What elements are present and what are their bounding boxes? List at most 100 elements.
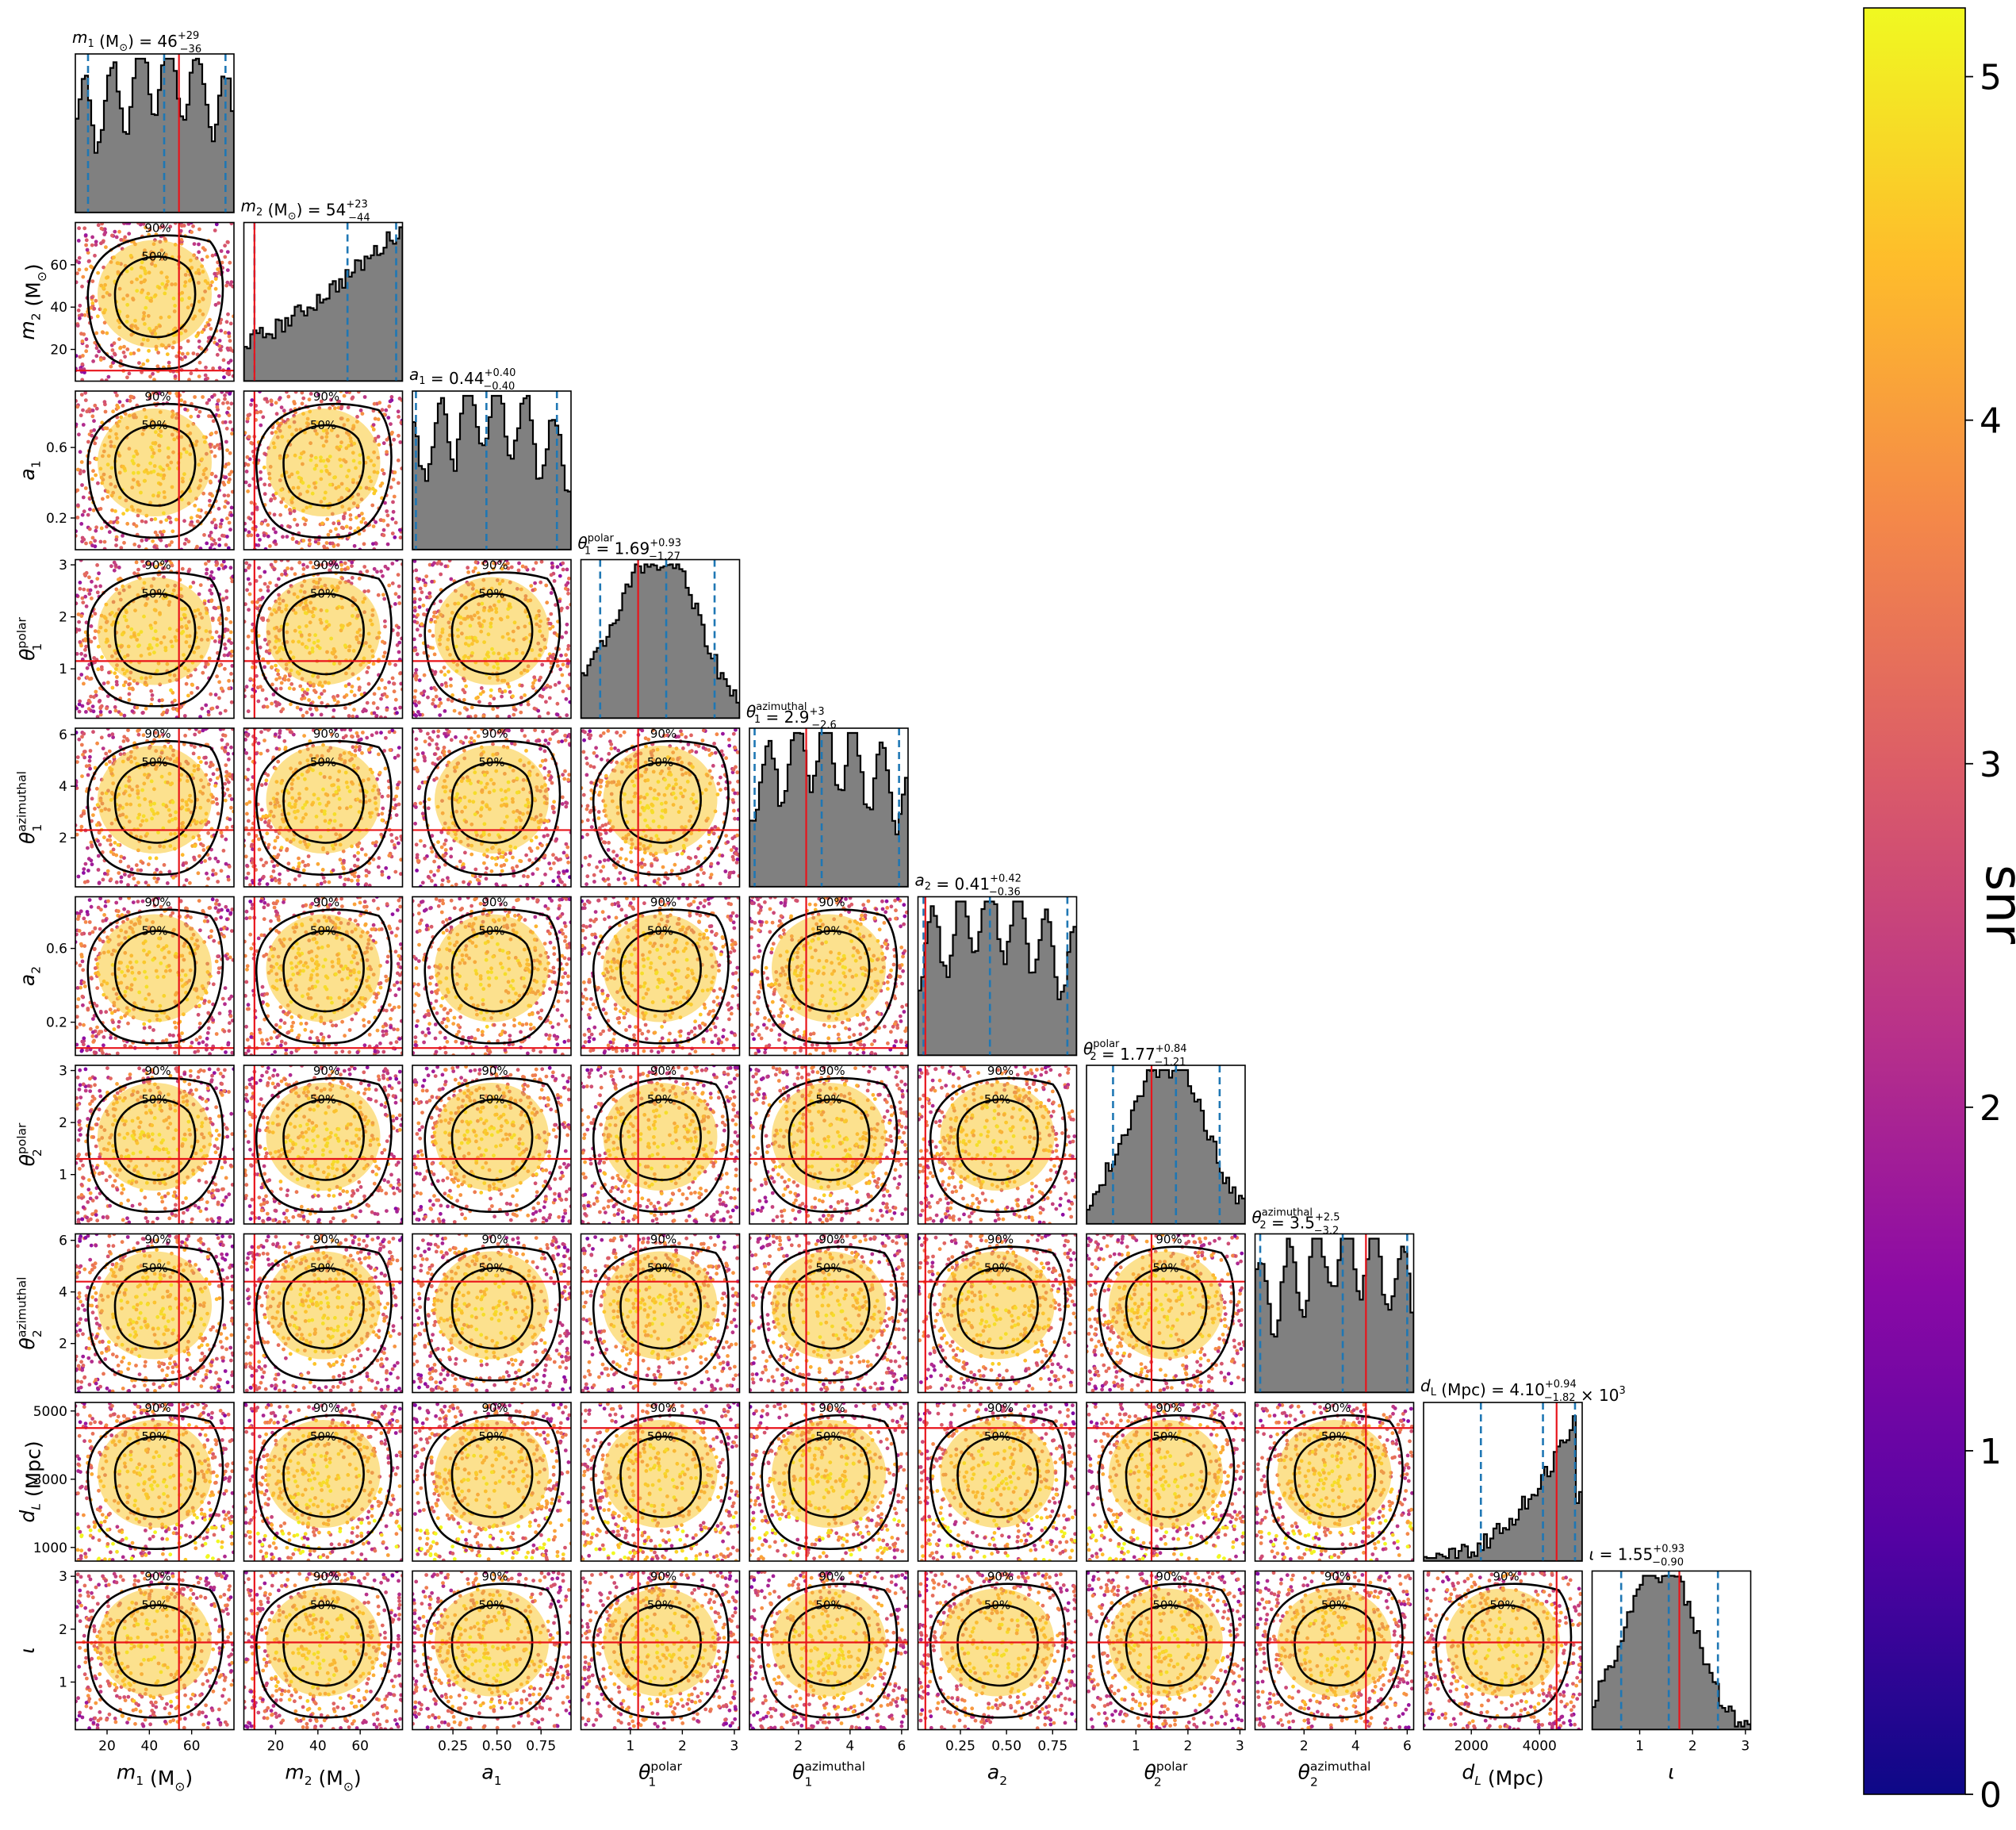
sample-point: [84, 710, 88, 714]
sample-point: [266, 705, 270, 709]
sample-point: [540, 843, 544, 847]
sample-point: [546, 819, 550, 823]
sample-point: [228, 528, 232, 531]
sample-point: [246, 416, 250, 420]
sample-point: [197, 838, 201, 842]
sample-point: [77, 239, 81, 243]
sample-point: [524, 749, 528, 753]
sample-point: [224, 589, 228, 593]
sample-point: [441, 878, 445, 882]
sample-point: [546, 712, 550, 716]
sample-point: [450, 738, 454, 742]
sample-point: [351, 576, 355, 580]
sample-point: [551, 879, 555, 883]
sample-point: [473, 566, 477, 570]
sample-point: [546, 742, 550, 746]
sample-point: [186, 694, 190, 698]
sample-point: [387, 584, 391, 588]
sample-point: [191, 224, 195, 228]
sample-point: [140, 520, 144, 524]
sample-point: [472, 570, 476, 574]
sample-point: [308, 539, 312, 543]
sample-point: [227, 679, 231, 683]
sample-point: [355, 415, 359, 419]
sample-point: [390, 395, 394, 399]
sample-point: [533, 581, 537, 585]
sample-point: [94, 629, 98, 633]
sample-point: [230, 280, 234, 284]
sample-point: [229, 620, 233, 624]
sample-point: [386, 416, 390, 420]
sample-point: [75, 405, 79, 409]
sample-point: [286, 395, 290, 399]
sample-point: [89, 695, 93, 699]
sample-point: [77, 677, 81, 681]
sample-point: [99, 705, 103, 709]
sample-point: [107, 671, 111, 675]
sample-point: [148, 856, 152, 860]
sample-point: [386, 794, 390, 798]
sample-point: [276, 669, 280, 673]
sample-point: [397, 803, 401, 807]
sample-point: [347, 877, 351, 881]
sample-point: [544, 739, 548, 742]
sample-point: [247, 788, 251, 792]
sample-point: [374, 840, 378, 844]
sample-point: [84, 862, 88, 866]
sample-point: [295, 523, 299, 527]
sample-point: [459, 740, 463, 744]
sample-point: [223, 244, 227, 247]
sample-point: [127, 865, 131, 869]
sample-point: [245, 470, 249, 474]
sample-point: [216, 880, 220, 884]
sample-point: [152, 877, 156, 880]
sample-point: [84, 486, 88, 490]
sample-point: [419, 587, 423, 591]
sample-point: [415, 674, 419, 678]
sample-point: [438, 713, 442, 717]
sample-point: [210, 570, 214, 574]
sample-point: [98, 585, 102, 589]
sample-point: [334, 528, 338, 531]
sample-point: [262, 875, 266, 879]
sample-point: [679, 729, 683, 733]
sample-point: [135, 863, 139, 867]
sample-point: [382, 533, 386, 537]
sample-point: [137, 544, 141, 548]
sample-point: [102, 746, 105, 750]
sample-point: [556, 565, 560, 569]
sample-point: [538, 581, 542, 585]
sample-point: [139, 869, 143, 873]
sample-point: [327, 533, 331, 537]
sample-point: [112, 852, 116, 856]
sample-point: [380, 811, 384, 815]
sample-point: [219, 525, 223, 529]
sample-point: [278, 396, 282, 400]
sample-point: [543, 873, 547, 877]
sample-point: [211, 616, 215, 620]
sample-point: [413, 822, 417, 826]
sample-point: [228, 478, 232, 481]
sample-point: [498, 689, 502, 693]
sample-point: [115, 880, 119, 884]
sample-point: [286, 535, 289, 539]
sample-point: [224, 543, 228, 547]
sample-point: [255, 505, 259, 509]
sample-point: [356, 882, 360, 886]
sample-point: [490, 856, 494, 860]
sample-point: [273, 512, 277, 516]
sample-point: [82, 470, 86, 474]
sample-point: [226, 313, 230, 317]
sample-point: [561, 802, 565, 806]
sample-point: [193, 745, 197, 749]
sample-point: [169, 520, 173, 524]
sample-point: [86, 846, 90, 850]
sample-point: [378, 856, 381, 860]
sample-point: [266, 749, 270, 753]
sample-point: [288, 525, 292, 529]
sample-point: [119, 712, 123, 716]
sample-point: [365, 670, 369, 674]
sample-point: [323, 880, 327, 884]
sample-point: [229, 359, 233, 363]
sample-point: [83, 573, 87, 577]
